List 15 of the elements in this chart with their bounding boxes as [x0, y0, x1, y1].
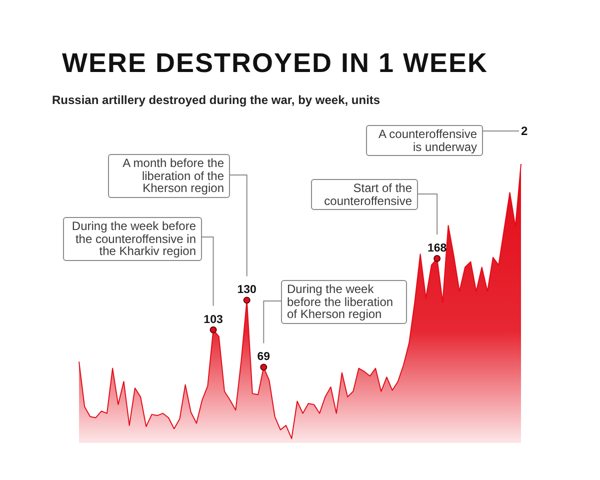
- annotation: During the week before the liberation of Kherson region: [281, 280, 407, 324]
- data-label: 69: [257, 351, 270, 364]
- point: [210, 326, 217, 334]
- point: [260, 364, 268, 371]
- text: 2: [521, 124, 529, 138]
- chart-title: WERE DESTROYED IN 1 WEEK: [62, 48, 488, 78]
- annotation: Start of the counteroffensive: [311, 179, 418, 210]
- chart-subtitle: Russian artillery destroyed during the war, by week, units: [52, 93, 380, 107]
- point: [434, 254, 441, 262]
- annotation: A month before the liberation of the Kherson region: [108, 154, 230, 198]
- annotation: During the week before the counteroffensive in the Kharkiv region: [63, 217, 202, 260]
- data-label: 130: [237, 284, 256, 296]
- text: A counteroffensive is underway: [366, 125, 483, 156]
- point: [243, 296, 250, 304]
- data-label: 103: [204, 314, 223, 326]
